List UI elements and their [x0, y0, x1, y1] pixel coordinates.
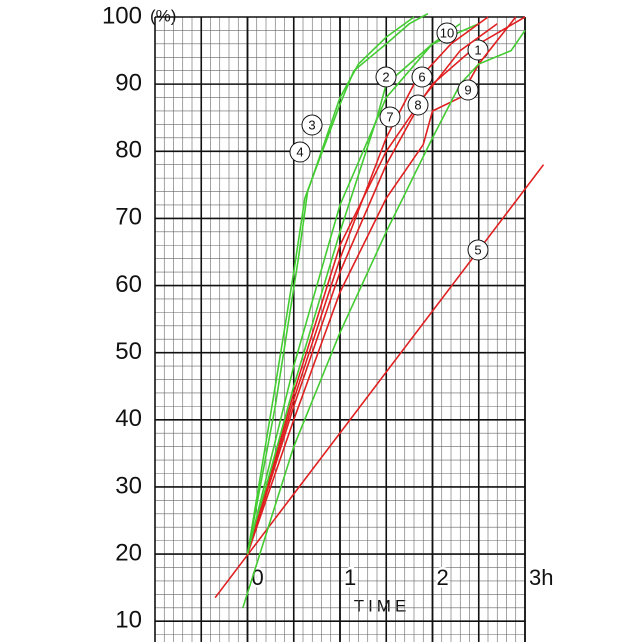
series-line — [246, 16, 517, 555]
y-tick-label: 100 — [102, 2, 142, 29]
y-tick-label: 10 — [115, 607, 142, 634]
series-label-circle — [379, 106, 401, 128]
series-label-circle — [467, 39, 489, 61]
series-label: 3 — [308, 117, 315, 132]
series-label: 5 — [474, 242, 481, 257]
y-tick-label: 40 — [115, 405, 142, 432]
series-label-circle — [411, 66, 433, 88]
series-label: 4 — [296, 144, 303, 159]
y-tick-label: 30 — [115, 472, 142, 499]
series-label: 2 — [382, 69, 389, 84]
y-tick-label: 20 — [115, 539, 142, 566]
x-tick-label: 0 — [252, 565, 264, 590]
x-tick-label: 1 — [344, 565, 356, 590]
series-label: 7 — [386, 109, 393, 124]
x-tick-label: 3h — [529, 565, 553, 590]
series-label: 1 — [474, 42, 481, 57]
series-label: 10 — [440, 25, 454, 40]
y-tick-label: 60 — [115, 271, 142, 298]
y-unit: (%) — [150, 6, 176, 25]
series-label-circle — [457, 79, 479, 101]
series-label: 6 — [418, 69, 425, 84]
y-tick-label: 80 — [115, 137, 142, 164]
series-line — [246, 23, 461, 555]
series-line — [246, 22, 480, 555]
series-line — [246, 23, 498, 555]
series-label: 8 — [414, 97, 421, 112]
series-label-circle — [407, 94, 429, 116]
series-line — [246, 16, 415, 555]
series-line — [242, 29, 526, 609]
series-label-circle — [467, 239, 489, 261]
series-label-circle — [375, 66, 397, 88]
series-label-circle — [289, 141, 311, 163]
y-tick-label: 50 — [115, 338, 142, 365]
x-axis-label: TIME — [354, 596, 411, 615]
x-tick-label: 2 — [437, 565, 449, 590]
series-line — [214, 164, 545, 599]
series-label-circle — [436, 22, 458, 44]
y-tick-label: 90 — [115, 69, 142, 96]
y-tick-label: 70 — [115, 204, 142, 231]
series-line — [246, 12, 429, 555]
series-line — [246, 16, 489, 555]
series-label: 9 — [464, 82, 471, 97]
series-label-circle — [301, 114, 323, 136]
